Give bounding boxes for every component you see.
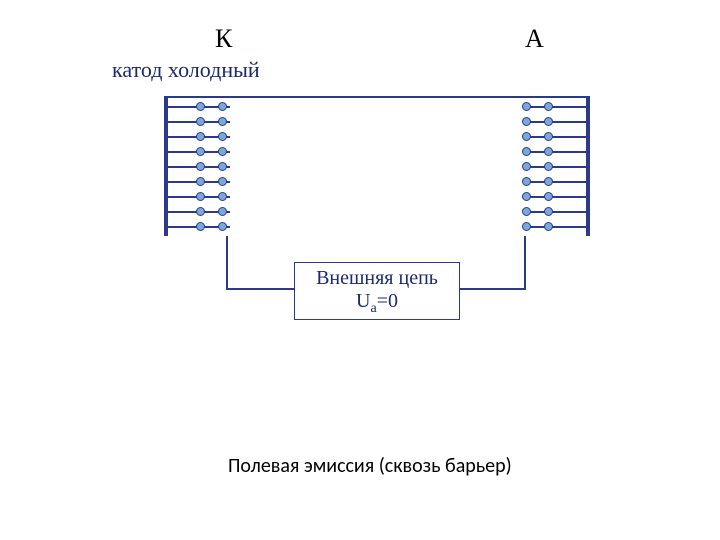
circuit-label: Внешняя цепь xyxy=(303,267,451,290)
anode-plate xyxy=(586,98,590,236)
anode-electron-dot xyxy=(522,222,531,231)
external-circuit-box: Внешняя цепь Uа=0 xyxy=(294,262,460,320)
anode-tick xyxy=(524,181,586,183)
anode-electron-dot xyxy=(544,192,553,201)
anode-tick xyxy=(524,211,586,213)
anode-tick xyxy=(524,121,586,123)
label-a: А xyxy=(525,24,544,54)
anode-tick xyxy=(524,226,586,228)
cathode-electron-dot xyxy=(196,117,205,126)
wire-anode-vertical xyxy=(524,236,526,290)
anode-electron-dot xyxy=(522,147,531,156)
cathode-electron-dot xyxy=(218,192,227,201)
anode-electron-dot xyxy=(544,102,553,111)
anode-tick xyxy=(524,151,586,153)
cathode-electron-dot xyxy=(218,132,227,141)
anode-electron-dot xyxy=(544,222,553,231)
anode-electron-dot xyxy=(522,192,531,201)
subtitle-cathode-cold: катод холодный xyxy=(112,57,260,83)
cathode-electron-dot xyxy=(218,147,227,156)
anode-electron-dot xyxy=(544,147,553,156)
cathode-electron-dot xyxy=(218,207,227,216)
anode-electron-dot xyxy=(544,117,553,126)
anode-tick xyxy=(524,166,586,168)
anode-tick xyxy=(524,136,586,138)
circuit-equation: Uа=0 xyxy=(303,290,451,317)
cathode-electron-dot xyxy=(218,162,227,171)
cathode-electron-dot xyxy=(196,207,205,216)
anode-tick xyxy=(524,106,586,108)
cathode-electron-dot xyxy=(218,222,227,231)
anode-electron-dot xyxy=(544,132,553,141)
anode-electron-dot xyxy=(522,207,531,216)
anode-electron-dot xyxy=(522,162,531,171)
wire-cathode-horizontal xyxy=(226,288,294,290)
cathode-electron-dot xyxy=(196,177,205,186)
top-connection xyxy=(164,96,590,98)
cathode-electron-dot xyxy=(196,162,205,171)
cathode-electron-dot xyxy=(196,147,205,156)
anode-electron-dot xyxy=(544,162,553,171)
anode-electron-dot xyxy=(544,177,553,186)
cathode-electron-dot xyxy=(218,117,227,126)
anode-electron-dot xyxy=(522,102,531,111)
wire-anode-horizontal xyxy=(460,288,526,290)
cathode-electron-dot xyxy=(218,102,227,111)
wire-cathode-vertical xyxy=(226,236,228,290)
label-k: К xyxy=(215,24,232,54)
cathode-electron-dot xyxy=(196,132,205,141)
anode-tick xyxy=(524,196,586,198)
cathode-electron-dot xyxy=(196,222,205,231)
anode-electron-dot xyxy=(522,117,531,126)
cathode-electron-dot xyxy=(218,177,227,186)
anode-electron-dot xyxy=(522,132,531,141)
cathode-electron-dot xyxy=(196,102,205,111)
cathode-electron-dot xyxy=(196,192,205,201)
anode-electron-dot xyxy=(544,207,553,216)
figure-caption: Полевая эмиссия (сквозь барьер) xyxy=(228,454,512,478)
anode-electron-dot xyxy=(522,177,531,186)
